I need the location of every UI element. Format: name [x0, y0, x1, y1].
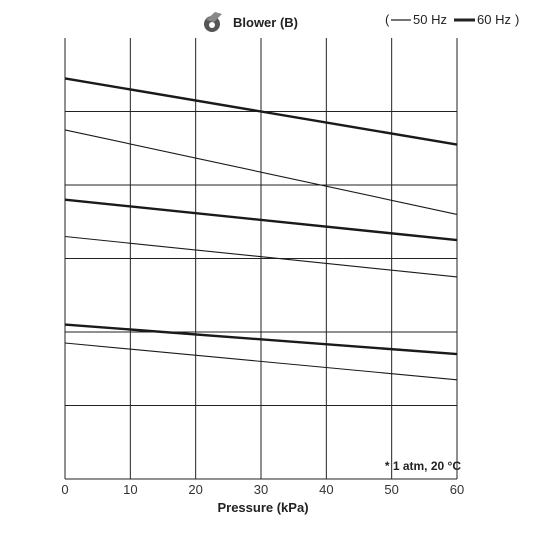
x-tick-label-10: 10 — [123, 482, 137, 497]
x-tick-label-0: 0 — [61, 482, 68, 497]
conditions-note: * 1 atm, 20 °C — [385, 459, 462, 473]
x-tick-label-20: 20 — [188, 482, 202, 497]
legend-label-60hz: 60 Hz — [477, 12, 511, 27]
x-tick-label-50: 50 — [384, 482, 398, 497]
blower-logo-icon — [204, 12, 222, 32]
chart-title: Blower (B) — [233, 15, 298, 30]
legend-label-50hz: 50 Hz — [413, 12, 447, 27]
x-tick-labels: 0 10 20 30 40 50 60 — [61, 482, 464, 497]
x-axis-label: Pressure (kPa) — [217, 500, 308, 515]
legend-close-paren: ) — [515, 12, 519, 27]
series-line-3-60hz — [64, 198, 458, 242]
series-line-2-50hz — [64, 129, 458, 215]
x-tick-label-30: 30 — [254, 482, 268, 497]
legend: ( 50 Hz 60 Hz ) — [385, 12, 519, 27]
legend-open-paren: ( — [385, 12, 390, 27]
series-lines — [64, 77, 458, 381]
series-line-1-60hz — [64, 77, 458, 146]
x-tick-label-40: 40 — [319, 482, 333, 497]
series-line-4-50hz — [64, 235, 458, 278]
x-tick-label-60: 60 — [450, 482, 464, 497]
grid — [64, 38, 458, 480]
series-line-6-50hz — [64, 342, 458, 381]
series-line-5-60hz — [64, 323, 458, 356]
